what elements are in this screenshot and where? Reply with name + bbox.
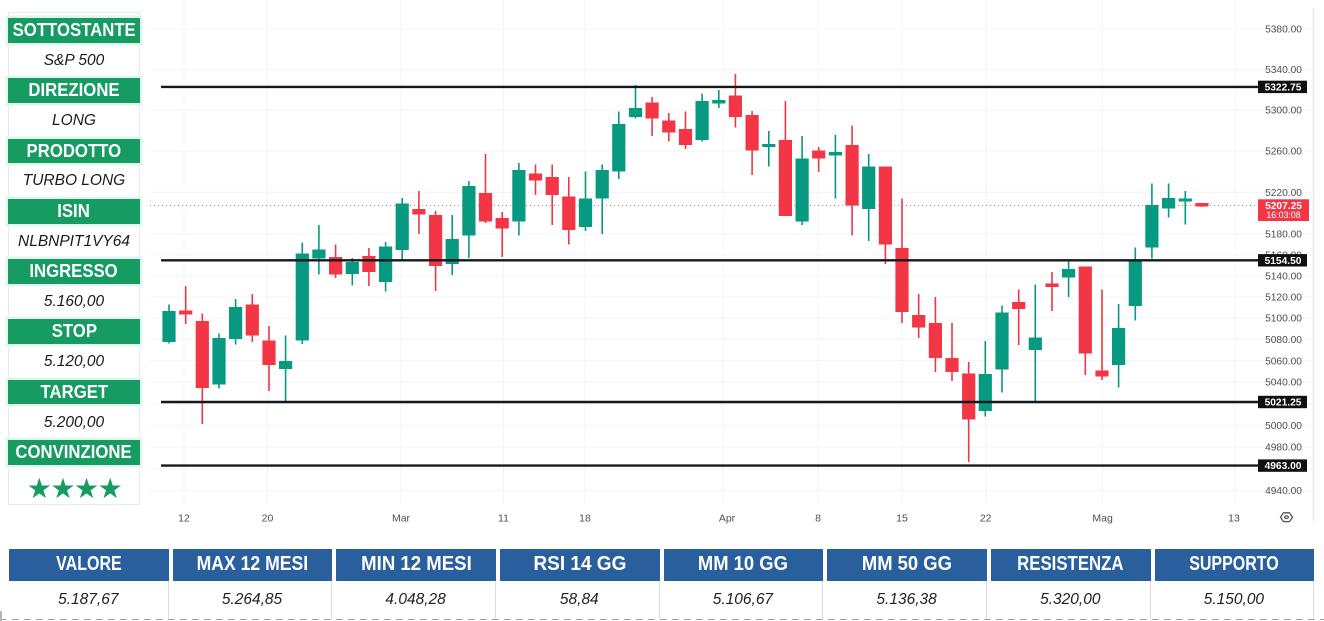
svg-text:Apr: Apr xyxy=(719,513,736,525)
svg-text:8: 8 xyxy=(815,513,821,525)
svg-text:5322.75: 5322.75 xyxy=(1265,83,1302,94)
svg-text:Mag: Mag xyxy=(1092,513,1113,525)
svg-text:11: 11 xyxy=(498,513,509,525)
svg-text:5300.00: 5300.00 xyxy=(1265,106,1302,117)
svg-text:5207.25: 5207.25 xyxy=(1265,201,1302,212)
svg-text:4980.00: 4980.00 xyxy=(1265,443,1302,454)
svg-text:4963.00: 4963.00 xyxy=(1265,461,1302,472)
svg-text:5000.00: 5000.00 xyxy=(1265,421,1302,432)
svg-text:4940.00: 4940.00 xyxy=(1265,486,1302,497)
svg-text:5060.00: 5060.00 xyxy=(1265,356,1302,367)
svg-text:5260.00: 5260.00 xyxy=(1265,147,1302,158)
svg-text:20: 20 xyxy=(262,513,274,525)
svg-text:5154.50: 5154.50 xyxy=(1265,256,1302,267)
svg-text:5100.00: 5100.00 xyxy=(1265,314,1302,325)
svg-text:5180.00: 5180.00 xyxy=(1265,230,1302,241)
svg-text:5340.00: 5340.00 xyxy=(1265,65,1302,76)
svg-text:5120.00: 5120.00 xyxy=(1265,293,1302,304)
svg-text:5380.00: 5380.00 xyxy=(1265,25,1302,36)
svg-text:5080.00: 5080.00 xyxy=(1265,335,1302,346)
svg-text:Mar: Mar xyxy=(392,513,411,525)
svg-text:13: 13 xyxy=(1228,513,1240,525)
svg-text:5040.00: 5040.00 xyxy=(1265,378,1302,389)
svg-text:18: 18 xyxy=(579,513,591,525)
svg-text:16:03:08: 16:03:08 xyxy=(1266,210,1300,220)
svg-text:22: 22 xyxy=(980,513,992,525)
svg-text:12: 12 xyxy=(178,513,190,525)
svg-text:5140.00: 5140.00 xyxy=(1265,271,1302,282)
svg-text:15: 15 xyxy=(896,513,908,525)
svg-text:5021.25: 5021.25 xyxy=(1265,398,1302,409)
svg-text:5220.00: 5220.00 xyxy=(1265,188,1302,199)
